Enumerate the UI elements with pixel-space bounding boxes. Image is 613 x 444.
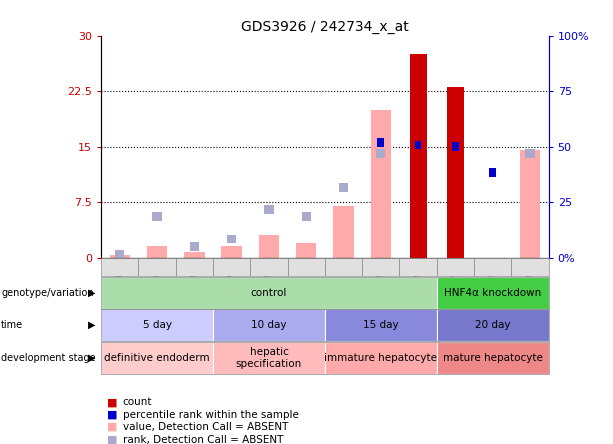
Bar (147, 246, 167, 258)
Bar (259, 235, 279, 258)
Bar (520, 150, 540, 258)
Text: value, Detection Call = ABSENT: value, Detection Call = ABSENT (123, 422, 288, 432)
Text: ■: ■ (107, 422, 118, 432)
Bar (296, 243, 316, 258)
Text: count: count (123, 397, 152, 407)
Text: immature hepatocyte: immature hepatocyte (324, 353, 437, 363)
Bar (415, 141, 422, 150)
Text: rank, Detection Call = ABSENT: rank, Detection Call = ABSENT (123, 435, 283, 444)
Bar (110, 254, 130, 258)
Bar (153, 212, 162, 221)
Bar (264, 205, 273, 214)
Text: mature hepatocyte: mature hepatocyte (443, 353, 543, 363)
Bar (447, 87, 464, 258)
Bar (525, 150, 535, 159)
Text: ▶: ▶ (88, 320, 96, 330)
Text: 20 day: 20 day (475, 320, 511, 330)
Bar (333, 206, 354, 258)
Text: time: time (1, 320, 23, 330)
Text: ■: ■ (107, 410, 118, 420)
Bar (489, 168, 496, 177)
Bar (376, 150, 386, 159)
Text: ▶: ▶ (88, 288, 96, 297)
Bar (452, 142, 459, 151)
Bar (221, 246, 242, 258)
Bar (371, 110, 391, 258)
Text: genotype/variation: genotype/variation (1, 288, 94, 297)
Bar (227, 234, 237, 243)
Text: development stage: development stage (1, 353, 96, 363)
Text: 5 day: 5 day (143, 320, 172, 330)
Text: 10 day: 10 day (251, 320, 287, 330)
Text: 15 day: 15 day (363, 320, 398, 330)
Text: definitive endoderm: definitive endoderm (104, 353, 210, 363)
Bar (302, 212, 311, 221)
Bar (184, 252, 205, 258)
Text: ■: ■ (107, 435, 118, 444)
Bar (115, 250, 124, 259)
Bar (339, 183, 348, 192)
Title: GDS3926 / 242734_x_at: GDS3926 / 242734_x_at (241, 20, 409, 35)
Bar (409, 54, 427, 258)
Text: control: control (251, 288, 287, 297)
Text: hepatic
specification: hepatic specification (236, 347, 302, 369)
Text: HNF4α knockdown: HNF4α knockdown (444, 288, 541, 297)
Text: percentile rank within the sample: percentile rank within the sample (123, 410, 299, 420)
Text: ▶: ▶ (88, 353, 96, 363)
Text: ■: ■ (107, 397, 118, 407)
Bar (378, 139, 384, 147)
Bar (189, 242, 199, 251)
